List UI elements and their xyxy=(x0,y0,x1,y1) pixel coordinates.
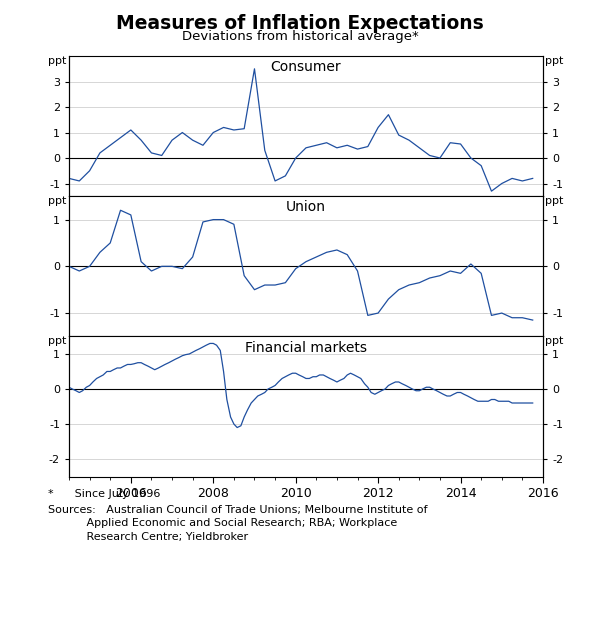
Text: Measures of Inflation Expectations: Measures of Inflation Expectations xyxy=(116,14,484,32)
Text: ppt: ppt xyxy=(48,56,67,66)
Text: *      Since July 1996: * Since July 1996 xyxy=(48,489,160,499)
Text: ppt: ppt xyxy=(48,336,67,346)
Text: Financial markets: Financial markets xyxy=(245,341,367,354)
Text: Consumer: Consumer xyxy=(271,60,341,74)
Text: Sources:   Australian Council of Trade Unions; Melbourne Institute of: Sources: Australian Council of Trade Uni… xyxy=(48,505,427,515)
Text: ppt: ppt xyxy=(545,336,564,346)
Text: ppt: ppt xyxy=(545,56,564,66)
Text: ppt: ppt xyxy=(48,196,67,206)
Text: Deviations from historical average*: Deviations from historical average* xyxy=(182,30,418,43)
Text: Union: Union xyxy=(286,201,326,214)
Text: Applied Economic and Social Research; RBA; Workplace: Applied Economic and Social Research; RB… xyxy=(48,518,397,528)
Text: Research Centre; Yieldbroker: Research Centre; Yieldbroker xyxy=(48,532,248,542)
Text: ppt: ppt xyxy=(545,196,564,206)
